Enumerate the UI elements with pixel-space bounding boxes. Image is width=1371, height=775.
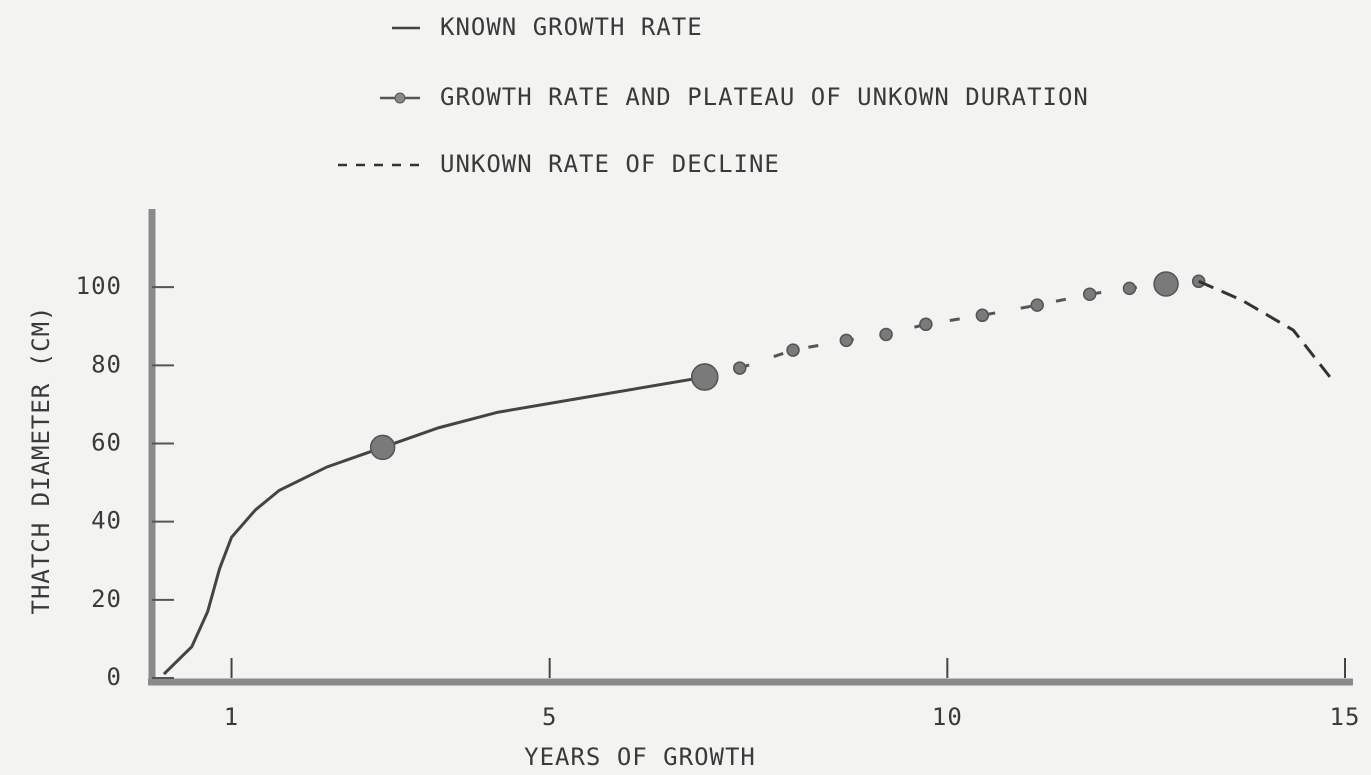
series-line — [704, 279, 1199, 379]
y-tick-label: 0 — [107, 663, 122, 691]
legend-marker — [394, 92, 406, 104]
data-point — [975, 308, 990, 323]
legend-label: GROWTH RATE AND PLATEAU OF UNKOWN DURATI… — [440, 83, 1089, 111]
legend-label: KNOWN GROWTH RATE — [440, 13, 703, 41]
data-point — [1153, 271, 1179, 297]
x-tick-label: 15 — [1330, 703, 1361, 731]
series-line — [1198, 279, 1335, 382]
x-tick-label: 10 — [932, 703, 963, 731]
data-point — [1082, 287, 1097, 301]
x-tick-label: 1 — [224, 703, 239, 731]
data-point — [879, 327, 893, 342]
data-point — [1122, 281, 1137, 296]
data-point — [1030, 298, 1044, 312]
legend-label: UNKOWN RATE OF DECLINE — [440, 150, 780, 178]
y-tick-label: 80 — [91, 350, 122, 378]
data-point — [839, 333, 854, 348]
data-point — [369, 434, 396, 461]
series-line — [162, 375, 706, 676]
data-point — [786, 343, 800, 357]
data-point — [691, 363, 719, 391]
y-tick-label: 40 — [91, 507, 122, 535]
y-tick-label: 60 — [91, 429, 122, 457]
data-point — [919, 317, 933, 332]
y-axis-label: THATCH DIAMETER (CM) — [27, 306, 55, 615]
data-point — [733, 361, 747, 375]
y-tick-label: 20 — [91, 585, 122, 613]
x-axis-label: YEARS OF GROWTH — [524, 743, 756, 771]
y-tick-label: 100 — [76, 272, 122, 300]
x-tick-label: 5 — [542, 703, 557, 731]
